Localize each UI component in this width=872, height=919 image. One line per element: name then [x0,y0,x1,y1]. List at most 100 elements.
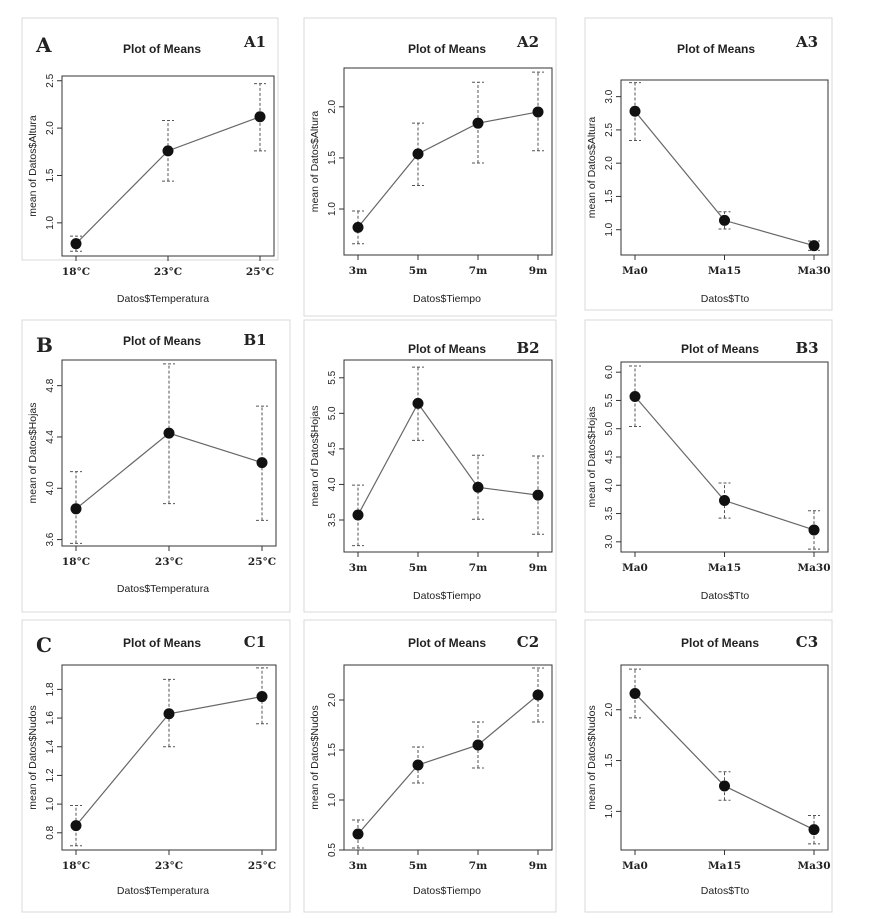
panel-c3: Plot of Means C3 1.0 1.5 2.0 mean of Datos$Nu… [584,619,833,913]
y-tick-label: 3.0 [604,89,615,103]
mean-point [472,739,484,751]
x-tick-label: 9m [529,562,547,574]
x-tick-label: Ma15 [708,562,741,574]
mean-point [719,214,730,226]
mean-point [256,691,268,703]
row-label-c: C [36,633,52,657]
x-tick-label: 7m [469,562,487,574]
y-tick-label: 4.4 [45,430,56,444]
y-tick-label: 4.5 [327,442,338,456]
plot-title: Plot of Means [123,42,201,56]
panel-label: C1 [244,633,266,651]
panel-label: A3 [795,33,818,51]
panel-a2: Plot of Means A2 1.0 1.5 2.0 mean of Datos$Al… [303,17,557,317]
panel-frame [303,619,557,913]
x-tick-label: 25°C [246,266,274,278]
mean-point [719,780,730,792]
y-tick-label: 6.0 [604,365,615,379]
panel-label: C2 [517,633,539,651]
mean-line [357,402,539,516]
y-tick-label: 5.5 [604,393,615,407]
x-axis-label: Datos$Temperatura [117,885,209,897]
mean-point [808,524,820,536]
plot-title: Plot of Means [681,636,759,650]
x-tick-label: 5m [409,860,427,872]
y-tick-label: 1.0 [327,793,338,807]
y-axis-label: mean of Datos$Hojas [27,403,39,504]
mean-point [70,820,82,832]
panel-a3: Plot of Means A3 1.0 1.5 2.0 2.5 3.0 mean of Da… [584,17,833,311]
x-tick-label: 23°C [154,266,182,278]
y-tick-label: 4.0 [327,477,338,491]
mean-point [472,481,484,493]
x-tick-label: 7m [469,265,487,277]
error-bar [629,668,641,719]
panel-frame [584,17,833,311]
x-tick-label: 3m [349,265,367,277]
plot-area [61,664,277,851]
x-tick-label: Ma15 [708,265,741,277]
panel-c1: Plot of Means C1 0.8 1.0 1.2 1.4 1.6 1.8 mean of… [21,619,291,913]
y-tick-label: 1.0 [45,797,56,811]
mean-line [634,396,815,531]
x-tick-label: 9m [529,860,547,872]
x-axis-label: Datos$Temperatura [117,583,209,595]
x-tick-label: Ma30 [797,562,830,574]
x-tick-label: 3m [349,860,367,872]
mean-point [808,240,820,252]
y-axis-label: mean of Datos$Nudos [586,705,598,809]
y-tick-label: 1.0 [327,202,338,216]
panel-label: B3 [795,339,818,357]
y-tick-label: 1.5 [45,168,56,182]
x-tick-label: Ma0 [622,265,648,277]
panel-label: B1 [243,331,266,349]
mean-point [256,457,268,469]
x-tick-label: 5m [409,562,427,574]
mean-point [163,427,175,439]
y-tick-label: 3.6 [45,532,56,546]
error-bar [163,678,175,748]
plot-title: Plot of Means [408,42,486,56]
mean-point [808,824,820,836]
panel-frame [303,319,557,613]
mean-point [629,687,641,699]
x-tick-label: Ma30 [797,860,830,872]
mean-point [472,117,484,129]
y-tick-label: 1.8 [45,682,56,696]
plot-area [343,359,553,553]
plot-area [343,67,553,256]
x-tick-label: 3m [349,562,367,574]
plot-area [343,664,553,851]
y-tick-label: 2.0 [604,156,615,170]
mean-point [629,390,641,402]
y-tick-label: 2.5 [45,73,56,87]
row-label-a: A [35,33,52,57]
mean-line [634,693,815,831]
x-axis-label: Datos$Tto [701,590,750,602]
mean-point [162,145,174,157]
y-tick-label: 5.0 [327,406,338,420]
y-tick-label: 1.0 [604,804,615,818]
error-bar [718,771,731,801]
mean-point [352,221,364,233]
y-tick-label: 4.5 [604,450,615,464]
mean-point [412,759,424,771]
x-tick-label: 18°C [62,556,90,568]
x-axis-label: Datos$Tiempo [413,885,481,897]
error-bar [352,819,364,849]
plot-area [620,664,829,851]
y-axis-label: mean of Datos$Altura [309,111,321,213]
x-tick-label: Ma0 [622,860,648,872]
x-tick-label: Ma15 [708,860,741,872]
y-tick-label: 1.5 [327,743,338,757]
y-tick-label: 1.2 [45,768,56,782]
y-axis-label: mean of Datos$Altura [586,117,598,219]
y-tick-label: 1.4 [45,739,56,753]
x-axis-label: Datos$Temperatura [117,293,209,305]
plot-area [620,361,829,553]
mean-point [532,489,544,501]
y-tick-label: 5.0 [604,421,615,435]
error-bar [163,363,175,505]
y-axis-label: mean of Datos$Hojas [586,407,598,508]
